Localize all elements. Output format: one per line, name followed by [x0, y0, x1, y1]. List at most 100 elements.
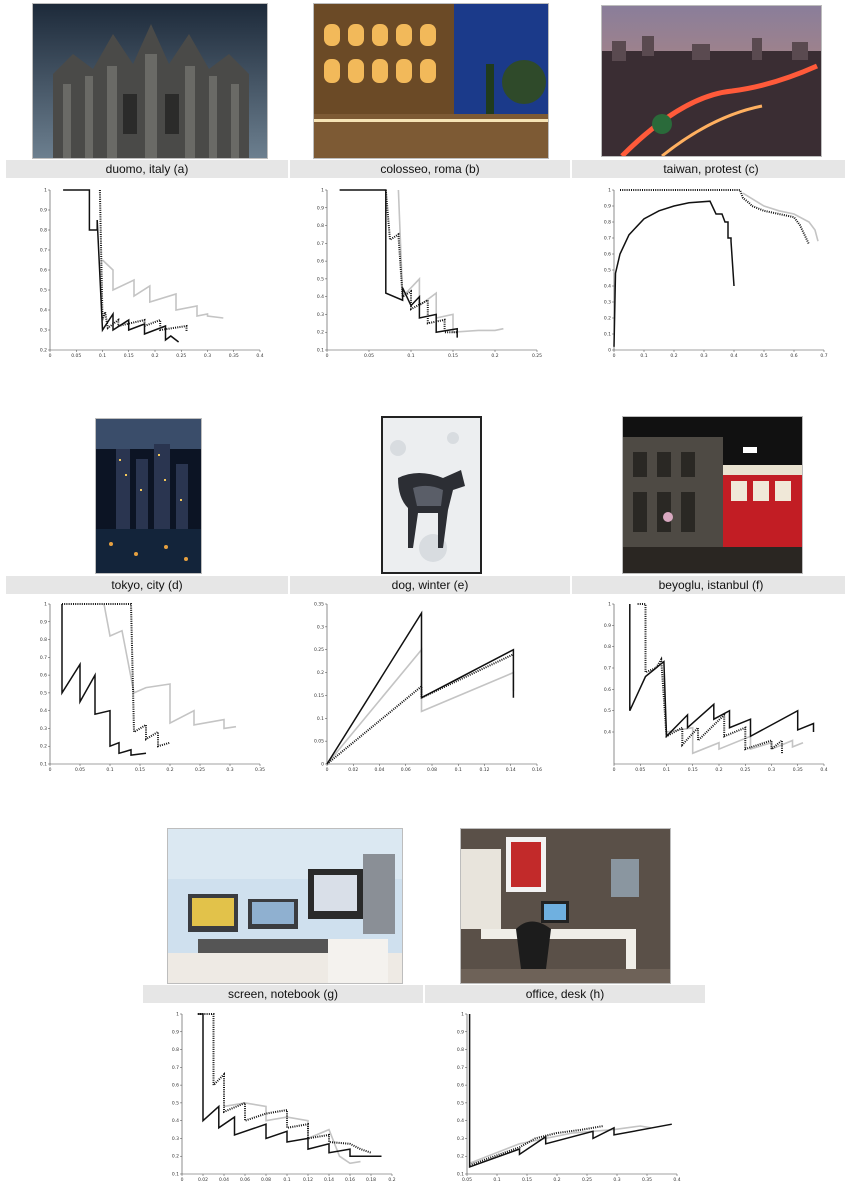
- y-tick-label: 0.3: [40, 328, 47, 334]
- y-tick-label: 0.6: [172, 1083, 179, 1089]
- x-tick-label: 0.18: [366, 1177, 376, 1183]
- y-tick-label: 0.4: [172, 1118, 179, 1124]
- y-tick-label: 0.8: [172, 1047, 179, 1053]
- chart-axes: [326, 604, 537, 765]
- y-tick-label: 0.7: [40, 248, 47, 254]
- caption-f: beyoglu, istanbul (f): [572, 576, 845, 594]
- x-tick-label: 0.2: [388, 1177, 395, 1183]
- y-tick-label: 0.7: [317, 241, 324, 247]
- chart-a-svg: 0 0.05 0.1 0.15 0.2 0.25 0.3 0.35 0.4 0.2 0.3 0.4 0.…: [40, 188, 264, 360]
- caption-a: duomo, italy (a): [6, 160, 288, 178]
- x-tick-label: 0.08: [427, 767, 437, 773]
- x-tick-label: 0.2: [715, 767, 722, 773]
- x-tick-label: 0.35: [793, 767, 803, 773]
- x-tick-label: 0.1: [640, 353, 647, 359]
- caption-e: dog, winter (e): [290, 576, 570, 594]
- chart-axes: [49, 190, 260, 351]
- y-tick-label: 0.6: [604, 687, 611, 693]
- y-tick-label: 0.2: [40, 348, 47, 354]
- caption-g: screen, notebook (g): [143, 985, 423, 1003]
- series-line-dotted: [326, 653, 514, 765]
- y-tick-label: 0: [321, 762, 324, 768]
- x-tick-label: 0.05: [364, 353, 374, 359]
- photo-beyoglu: [622, 416, 803, 574]
- y-tick-label: 0.3: [604, 300, 611, 306]
- x-tick-label: 0.05: [462, 1177, 472, 1183]
- y-tick-label: 0.2: [40, 744, 47, 750]
- y-tick-label: 0.6: [40, 268, 47, 274]
- chart-h: 0.05 0.1 0.15 0.2 0.25 0.3 0.35 0.4 0.1 0.2 0.3 0.4…: [453, 1010, 683, 1186]
- x-tick-label: 0.35: [229, 353, 239, 359]
- y-tick-label: 0.1: [457, 1172, 464, 1178]
- series-line-black: [326, 610, 515, 765]
- x-tick-label: 0.02: [348, 767, 358, 773]
- chart-g: 0 0.02 0.04 0.06 0.08 0.1 0.12 0.14 0.16 0.18 0.2 0…: [168, 1010, 398, 1186]
- y-tick-label: 0.2: [604, 316, 611, 322]
- chart-h-svg: 0.05 0.1 0.15 0.2 0.25 0.3 0.35 0.40.10.20.30.4…: [457, 1012, 681, 1184]
- caption-b: colosseo, roma (b): [290, 160, 570, 178]
- x-tick-label: 0.3: [700, 353, 707, 359]
- y-tick-label: 0.5: [317, 276, 324, 282]
- x-tick-label: 0.16: [345, 1177, 355, 1183]
- x-tick-label: 0.06: [240, 1177, 250, 1183]
- photo-taiwan: [601, 5, 822, 157]
- x-tick-label: 0.25: [195, 767, 205, 773]
- x-tick-label: 0.04: [374, 767, 384, 773]
- series-line-gray: [666, 726, 804, 755]
- caption-c: taiwan, protest (c): [572, 160, 845, 178]
- y-tick-label: 0.9: [457, 1029, 464, 1035]
- x-tick-label: 0.2: [491, 353, 498, 359]
- series-line-dotted: [384, 189, 458, 334]
- y-tick-label: 0.2: [172, 1154, 179, 1160]
- y-tick-label: 0.2: [317, 330, 324, 336]
- x-tick-label: 0.7: [820, 353, 827, 359]
- y-tick-label: 0.4: [604, 730, 611, 736]
- series-line-gray: [742, 192, 819, 242]
- y-tick-label: 0.1: [40, 762, 47, 768]
- series-line-dotted: [620, 189, 810, 245]
- y-tick-label: 0.5: [172, 1100, 179, 1106]
- x-tick-label: 0.6: [790, 353, 797, 359]
- y-tick-label: 0.3: [317, 624, 324, 630]
- x-tick-label: 0.25: [176, 353, 186, 359]
- x-tick-label: 0.25: [582, 1177, 592, 1183]
- y-tick-label: 0.05: [314, 739, 324, 745]
- y-tick-label: 0.1: [317, 348, 324, 354]
- chart-b: 0 0.05 0.1 0.15 0.2 0.25 0.1 0.2 0.3 0.4 0.5 0.6 0.7…: [313, 186, 543, 362]
- chart-d: 0 0.05 0.1 0.15 0.2 0.25 0.3 0.35 0.1 0.2 0.3 0.4 0.…: [36, 600, 266, 776]
- y-tick-label: 0.8: [604, 644, 611, 650]
- y-tick-label: 0.7: [604, 236, 611, 242]
- x-tick-label: 0.14: [506, 767, 516, 773]
- x-tick-label: 0.1: [407, 353, 414, 359]
- y-tick-label: 0.2: [317, 670, 324, 676]
- x-tick-label: 0.2: [553, 1177, 560, 1183]
- chart-axes: [49, 604, 260, 765]
- y-tick-label: 1: [608, 602, 611, 608]
- caption-d: tokyo, city (d): [6, 576, 288, 594]
- chart-f-svg: 0 0.05 0.1 0.15 0.2 0.25 0.3 0.35 0.4 0.4 0.5 0.6 0.…: [604, 602, 828, 774]
- y-tick-label: 0.3: [172, 1136, 179, 1142]
- y-tick-label: 0.5: [604, 708, 611, 714]
- y-tick-label: 1: [461, 1012, 464, 1018]
- series-line-black: [468, 1014, 672, 1168]
- y-tick-label: 0.4: [457, 1118, 464, 1124]
- x-tick-label: 0.35: [255, 767, 265, 773]
- series-line-black: [197, 1013, 382, 1157]
- y-tick-label: 0.9: [172, 1029, 179, 1035]
- y-tick-label: 0.4: [604, 284, 611, 290]
- series-line-black: [339, 189, 458, 338]
- y-tick-label: 1: [608, 188, 611, 194]
- y-tick-label: 0.9: [40, 619, 47, 625]
- y-tick-label: 0.9: [40, 208, 47, 214]
- series-line-gray: [101, 259, 224, 319]
- chart-e: 0 0.02 0.04 0.06 0.08 0.1 0.12 0.14 0.16 0 0.05 0.1…: [313, 600, 543, 776]
- y-tick-label: 0.6: [457, 1083, 464, 1089]
- y-tick-label: 0.1: [317, 716, 324, 722]
- x-tick-label: 0.05: [75, 767, 85, 773]
- series-line-dotted: [62, 603, 171, 748]
- x-tick-label: 0.3: [226, 767, 233, 773]
- x-tick-label: 0.3: [768, 767, 775, 773]
- x-tick-label: 0.1: [99, 353, 106, 359]
- y-tick-label: 0.7: [40, 655, 47, 661]
- x-tick-label: 0: [181, 1177, 184, 1183]
